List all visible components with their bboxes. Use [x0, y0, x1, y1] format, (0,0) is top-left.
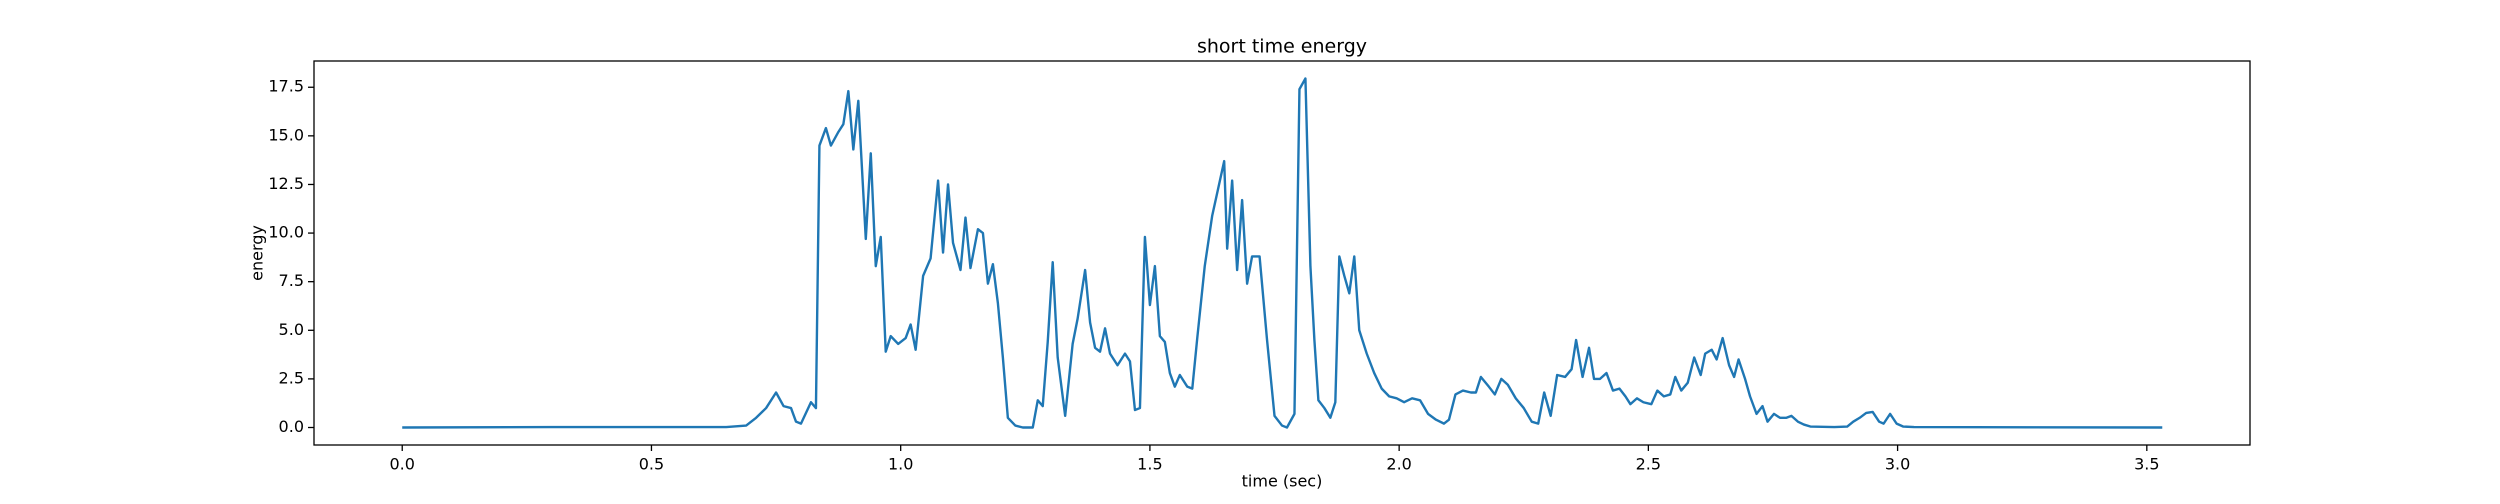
- y-tick-label: 5.0: [279, 320, 304, 339]
- x-tick-label: 3.5: [2134, 455, 2159, 474]
- x-axis-label: time (sec): [1242, 472, 1323, 491]
- y-tick-label: 12.5: [268, 174, 304, 193]
- y-tick-label: 2.5: [279, 368, 304, 387]
- y-tick-label: 7.5: [279, 271, 304, 290]
- y-tick-label: 15.0: [268, 125, 304, 144]
- y-tick-label: 10.0: [268, 223, 304, 242]
- x-tick-label: 1.0: [888, 455, 913, 474]
- x-tick-label: 2.5: [1636, 455, 1661, 474]
- y-tick-label: 17.5: [268, 77, 304, 96]
- plot-frame: [313, 60, 2251, 446]
- x-tick-label: 0.0: [390, 455, 415, 474]
- x-tick-label: 0.5: [639, 455, 664, 474]
- data-line: [402, 77, 2163, 429]
- x-tick-label: 1.5: [1137, 455, 1162, 474]
- x-tick-label: 2.0: [1386, 455, 1411, 474]
- y-axis-label: energy: [248, 225, 267, 281]
- x-tick-label: 3.0: [1885, 455, 1910, 474]
- y-tick-label: 0.0: [279, 417, 304, 436]
- chart-title: short time energy: [1197, 36, 1367, 58]
